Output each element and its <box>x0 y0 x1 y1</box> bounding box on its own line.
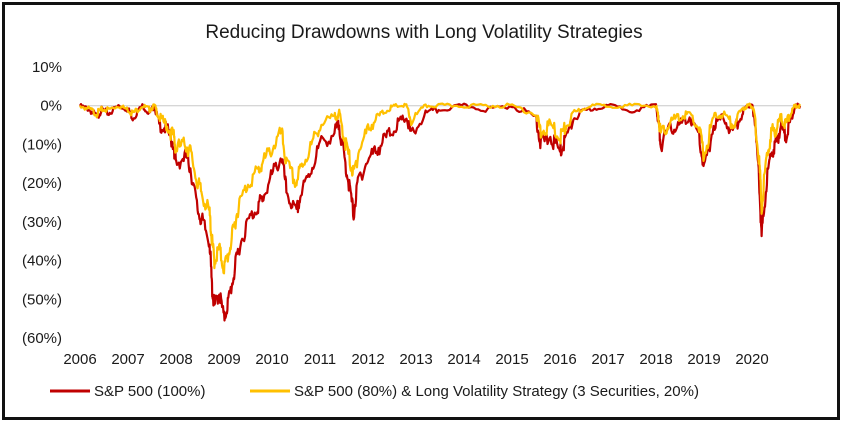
legend-label-2: S&P 500 (80%) & Long Volatility Strategy… <box>294 383 699 400</box>
x-tick-label: 2007 <box>111 351 144 368</box>
x-tick-label: 2020 <box>735 351 768 368</box>
chart-frame <box>2 2 840 420</box>
x-tick-label: 2018 <box>639 351 672 368</box>
y-axis-ticks: 10% 0% (10%) (20%) (30%) (40%) (50%) (60%) <box>22 59 62 347</box>
y-tick-label: 10% <box>32 59 62 76</box>
x-tick-label: 2013 <box>399 351 432 368</box>
x-tick-label: 2014 <box>447 351 480 368</box>
y-tick-label: 0% <box>40 98 62 115</box>
y-tick-label: (60%) <box>22 330 62 347</box>
series-line-1 <box>79 102 802 322</box>
series-line-2 <box>78 102 801 275</box>
x-tick-label: 2008 <box>159 351 192 368</box>
x-tick-label: 2010 <box>255 351 288 368</box>
y-tick-label: (40%) <box>22 253 62 270</box>
y-tick-label: (30%) <box>22 214 62 231</box>
x-axis-ticks: 2006 2007 2008 2009 2010 2011 2012 2013 2014 2015… <box>63 351 768 368</box>
x-tick-label: 2009 <box>207 351 240 368</box>
legend-label-1: S&P 500 (100%) <box>94 383 205 400</box>
x-tick-label: 2006 <box>63 351 96 368</box>
x-tick-label: 2015 <box>495 351 528 368</box>
y-tick-label: (50%) <box>22 291 62 308</box>
x-tick-label: 2017 <box>591 351 624 368</box>
y-tick-label: (20%) <box>22 175 62 192</box>
x-tick-label: 2011 <box>304 351 336 368</box>
x-tick-label: 2016 <box>543 351 576 368</box>
series-lines <box>78 102 802 322</box>
legend: S&P 500 (100%) S&P 500 (80%) & Long Volat… <box>50 383 699 400</box>
x-tick-label: 2012 <box>351 351 384 368</box>
x-tick-label: 2019 <box>687 351 720 368</box>
y-tick-label: (10%) <box>22 136 62 153</box>
chart-title: Reducing Drawdowns with Long Volatility … <box>205 22 642 43</box>
